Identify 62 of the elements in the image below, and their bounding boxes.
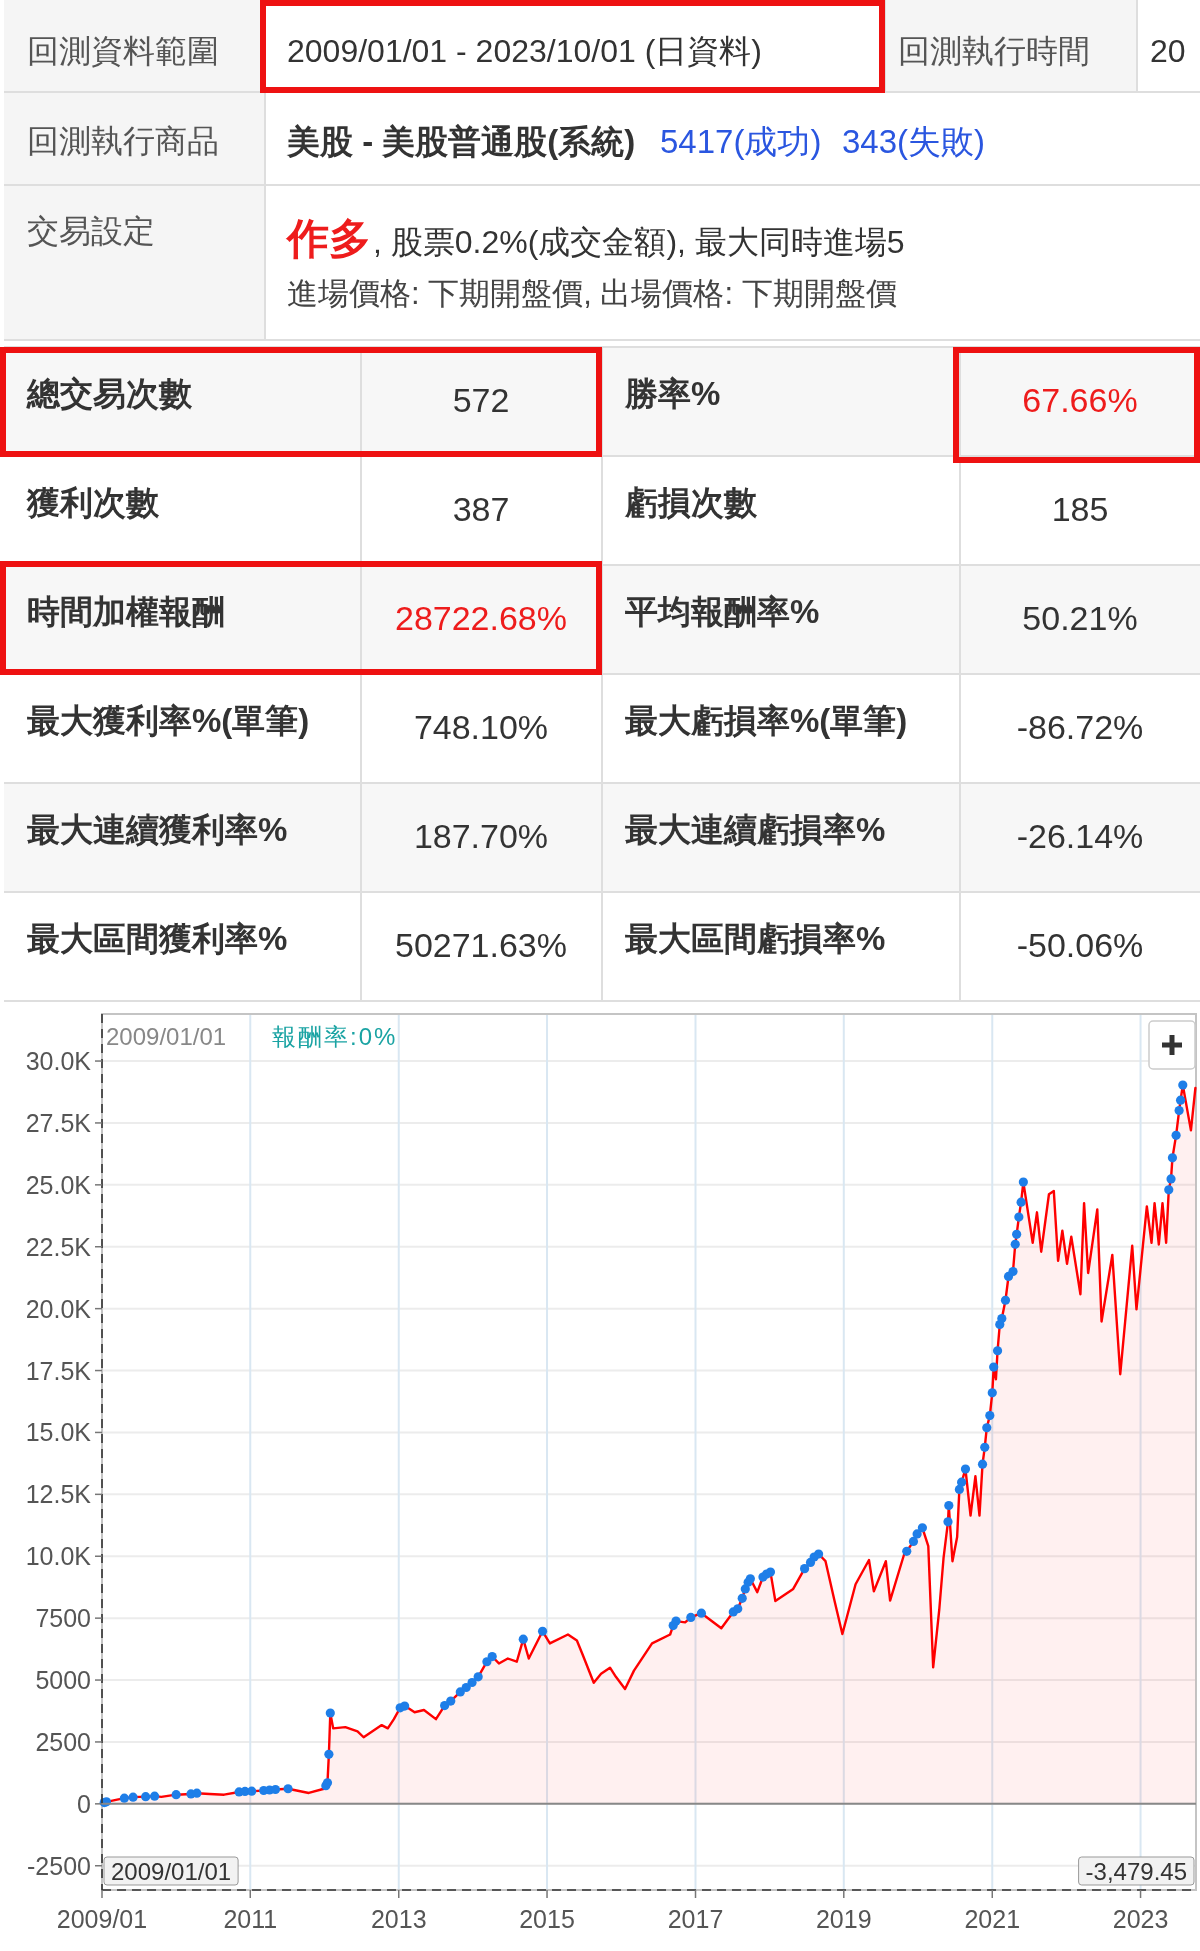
text: 187.70% [413,817,549,855]
ref-line-label: 2009/01/01 [110,1857,232,1885]
text: 進場價格: 下期開盤價, 出場價格: 下期開盤價 [287,275,897,311]
text: 20 [1150,33,1186,69]
y-tick-label: 25.0K [25,1170,92,1199]
text: 回測執行時間 [898,33,1090,69]
x-tick-label: 2011 [223,1905,278,1933]
y-tick-label: 5000 [35,1666,91,1695]
text: 185 [1051,490,1109,528]
x-tick-label: 2013 [370,1905,427,1933]
x-tick-label: 2015 [519,1905,575,1933]
y-tick-label: 17.5K [25,1356,92,1385]
text: 28722.68% [394,599,568,637]
text: -50.06% [1016,926,1144,964]
y-tick-label: 30.0K [25,1047,92,1076]
x-tick-label: 2019 [815,1905,872,1933]
y-tick-label: 22.5K [25,1232,92,1261]
text: 美股 - 美股普通股(系統) [286,122,636,160]
ref-line-label: -3,479.45 [1085,1857,1188,1885]
text: 343(失敗) [842,122,986,160]
text: 5417(成功) [660,122,822,160]
text: 最大連續獲利率% [27,810,288,848]
y-tick-label: 15.0K [25,1418,92,1447]
y-tick-label: 20.0K [25,1294,92,1323]
x-tick-label: 2023 [1112,1905,1169,1933]
text: , 股票0.2%(成交金額), 最大同時進場5 [373,224,905,260]
text: 最大連續虧損率% [625,810,886,848]
text: 作多 [285,214,371,262]
text: 總交易次數 [26,374,193,412]
text: 回測資料範圍 [27,33,219,69]
text: 獲利次數 [26,483,160,521]
text: 最大區間獲利率% [27,919,288,957]
annotation: 2009/01/01 [106,1022,227,1050]
text: 虧損次數 [624,483,758,521]
text: 最大區間虧損率% [625,919,886,957]
text: 50.21% [1022,599,1138,637]
text: 2009/01/01 - 2023/10/01 (日資料) [287,33,762,69]
text: 748.10% [413,708,549,746]
y-tick-label: 27.5K [25,1108,92,1137]
y-tick-label: 10.0K [25,1542,92,1571]
text: 最大虧損率%(單筆) [625,701,908,739]
x-tick-label: 2021 [964,1905,1021,1933]
text: 時間加權報酬 [27,592,225,630]
y-tick-label: 2500 [35,1727,91,1756]
y-tick-label: 7500 [35,1604,91,1633]
text: -86.72% [1016,708,1144,746]
text: 67.66% [1022,381,1138,419]
text: 交易設定 [27,213,155,249]
y-tick-label: 12.5K [25,1480,92,1509]
y-tick-label: 0 [77,1789,91,1818]
text: 最大獲利率%(單筆) [27,701,310,739]
y-tick-label: -2500 [27,1851,91,1880]
text: 572 [452,381,510,419]
x-tick-label: 2009/01 [56,1905,148,1933]
text: 50271.63% [394,926,568,964]
text: 回測執行商品 [27,123,219,159]
text: 勝率% [624,374,721,412]
text: -26.14% [1016,817,1144,855]
x-tick-label: 2017 [667,1905,724,1933]
text: 387 [452,490,510,528]
annotation: 報酬率:0% [272,1022,398,1050]
text: 平均報酬率% [624,592,820,630]
